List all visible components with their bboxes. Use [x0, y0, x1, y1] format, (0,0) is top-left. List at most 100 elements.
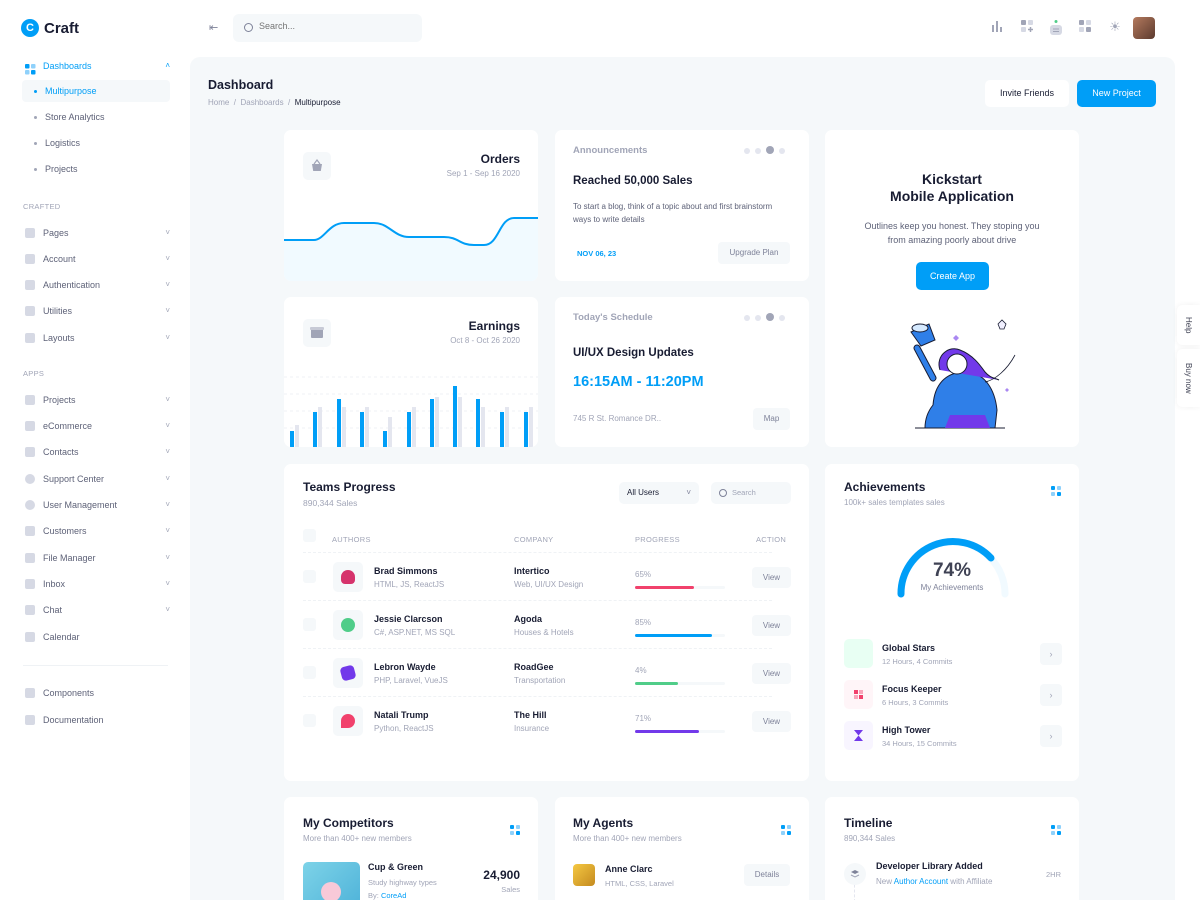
map-button[interactable]: Map — [753, 408, 790, 430]
nav-support-center[interactable]: Support Center ˅ — [22, 468, 172, 490]
nav-inbox[interactable]: Inbox ˅ — [22, 573, 172, 595]
achievement-item[interactable]: Focus Keeper 6 Hours, 3 Commits › — [844, 680, 1062, 710]
arrow-right-icon[interactable]: › — [1040, 643, 1062, 665]
nav-chat[interactable]: Chat ˅ — [22, 599, 172, 621]
kickstart-body-line: from amazing poorly about drive — [887, 235, 1017, 245]
arrow-right-icon[interactable]: › — [1040, 684, 1062, 706]
agent-name[interactable]: Anne Clarc — [605, 864, 653, 874]
new-project-button[interactable]: New Project — [1077, 80, 1156, 107]
view-button[interactable]: View — [752, 663, 791, 684]
progress-bar — [635, 634, 725, 637]
layouts-icon — [25, 333, 35, 343]
sidebar-item-store-analytics[interactable]: Store Analytics — [22, 106, 170, 128]
nav-documentation[interactable]: Documentation — [22, 709, 172, 731]
nav-projects[interactable]: Projects ˅ — [22, 389, 172, 411]
column-header-authors: AUTHORS — [332, 535, 371, 544]
row-checkbox[interactable] — [303, 666, 316, 679]
nav-label: Pages — [43, 228, 69, 238]
apps-icon[interactable] — [1051, 486, 1062, 497]
app-name[interactable]: Craft — [44, 20, 80, 37]
nav-label: Authentication — [43, 280, 101, 290]
carousel-dots[interactable] — [739, 313, 785, 323]
buy-now-tab[interactable]: Buy now — [1177, 349, 1200, 407]
breadcrumb-dashboards[interactable]: Dashboards — [240, 98, 284, 107]
apps-icon[interactable] — [510, 825, 521, 836]
dashboard-icon — [25, 61, 36, 75]
achievement-sub: 12 Hours, 4 Commits — [882, 657, 953, 666]
competitors-title: My Competitors — [303, 816, 394, 830]
nav-contacts[interactable]: Contacts ˅ — [22, 441, 172, 463]
users-filter-select[interactable]: All Users ˅ — [619, 482, 699, 504]
author-name[interactable]: Lebron Wayde — [374, 662, 436, 672]
collapse-sidebar-icon[interactable]: ⇤ — [209, 22, 219, 34]
breadcrumb-home[interactable]: Home — [208, 98, 230, 107]
nav-utilities[interactable]: Utilities ˅ — [22, 300, 172, 322]
competitor-by-label: By: — [368, 891, 379, 900]
arrow-right-icon[interactable]: › — [1040, 725, 1062, 747]
apps-icon[interactable] — [1078, 20, 1092, 34]
author-name[interactable]: Natali Trump — [374, 710, 429, 720]
apps-icon[interactable] — [1051, 825, 1062, 836]
author-name[interactable]: Brad Simmons — [374, 566, 438, 576]
row-checkbox[interactable] — [303, 618, 316, 631]
view-button[interactable]: View — [752, 615, 791, 636]
search-box[interactable] — [233, 14, 422, 42]
nav-calendar[interactable]: Calendar — [22, 626, 172, 648]
nav-ecommerce[interactable]: eCommerce ˅ — [22, 415, 172, 437]
author-name[interactable]: Jessie Clarcson — [374, 614, 443, 624]
sun-icon[interactable]: ☀ — [1109, 19, 1121, 34]
nav-layouts[interactable]: Layouts ˅ — [22, 327, 172, 349]
nav-file-manager[interactable]: File Manager ˅ — [22, 547, 172, 569]
timeline-subtitle: 890,344 Sales — [844, 834, 896, 843]
competitor-by-link[interactable]: CoreAd — [380, 891, 407, 900]
view-button[interactable]: View — [752, 711, 791, 732]
sidebar-item-projects[interactable]: Projects — [22, 158, 170, 180]
kickstart-title: Kickstart Mobile Application — [825, 171, 1079, 205]
create-app-button[interactable]: Create App — [916, 262, 989, 290]
timeline-link[interactable]: Author Account — [893, 877, 949, 886]
achievement-item[interactable]: High Tower 34 Hours, 15 Commits › — [844, 721, 1062, 751]
nav-components[interactable]: Components — [22, 682, 172, 704]
agent-skills: HTML, CSS, Laravel — [605, 879, 674, 888]
fingerprint-icon — [25, 280, 35, 290]
carousel-dots[interactable] — [739, 146, 785, 156]
nav-user-management[interactable]: User Management ˅ — [22, 494, 172, 516]
column-header-action: ACTION — [756, 535, 787, 544]
upgrade-plan-button[interactable]: Upgrade Plan — [718, 242, 790, 264]
teams-search-box[interactable]: Search — [711, 482, 791, 504]
teams-search-placeholder[interactable]: Search — [732, 488, 756, 497]
achievement-item[interactable]: Global Stars 12 Hours, 4 Commits › — [844, 639, 1062, 669]
nav-account[interactable]: Account ˅ — [22, 248, 172, 270]
select-all-checkbox[interactable] — [303, 529, 316, 542]
invite-friends-button[interactable]: Invite Friends — [985, 80, 1069, 107]
details-button[interactable]: Details — [744, 864, 790, 886]
row-checkbox[interactable] — [303, 714, 316, 727]
nav-customers[interactable]: Customers ˅ — [22, 520, 172, 542]
user-avatar[interactable] — [1133, 17, 1155, 39]
kickstart-title-line: Mobile Application — [890, 188, 1014, 204]
message-icon[interactable] — [1049, 20, 1063, 35]
add-apps-icon[interactable] — [1020, 20, 1034, 34]
progress-bar-fill — [635, 586, 694, 589]
announcements-card: Announcements Reached 50,000 Sales To st… — [555, 130, 809, 281]
view-button[interactable]: View — [752, 567, 791, 588]
help-tab[interactable]: Help — [1177, 305, 1200, 345]
company-name: Intertico — [514, 566, 550, 576]
breadcrumb-current: Multipurpose — [294, 98, 341, 107]
competitor-value-label: Sales — [501, 885, 520, 894]
sidebar-item-logistics[interactable]: Logistics — [22, 132, 170, 154]
search-input[interactable] — [259, 21, 409, 31]
achievement-title: Global Stars — [882, 643, 936, 653]
sidebar-item-multipurpose[interactable]: Multipurpose — [22, 80, 170, 102]
basket-icon — [303, 152, 331, 180]
company-name: Agoda — [514, 614, 542, 624]
earnings-range: Oct 8 - Oct 26 2020 — [450, 336, 520, 345]
competitor-name[interactable]: Cup & Green — [368, 862, 424, 872]
schedule-label: Today's Schedule — [573, 312, 653, 323]
nav-authentication[interactable]: Authentication ˅ — [22, 274, 172, 296]
apps-icon[interactable] — [781, 825, 792, 836]
nav-pages[interactable]: Pages ˅ — [22, 222, 172, 244]
nav-dashboards[interactable]: Dashboards ˄ — [22, 55, 172, 77]
chart-icon[interactable] — [990, 20, 1004, 34]
row-checkbox[interactable] — [303, 570, 316, 583]
